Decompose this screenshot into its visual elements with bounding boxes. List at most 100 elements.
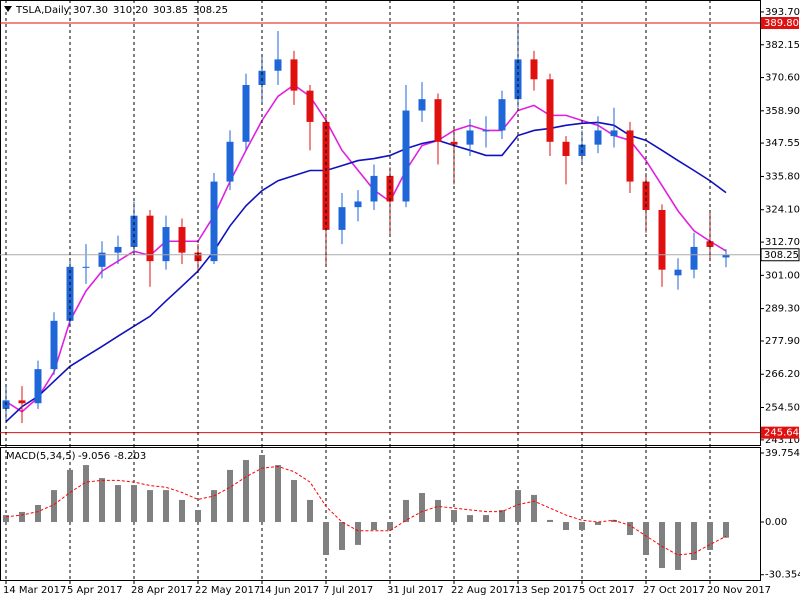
macd-bar — [19, 511, 25, 523]
macd-signal-last: -8.203 — [114, 451, 146, 462]
macd-bar — [243, 460, 249, 523]
candle-body — [210, 181, 218, 262]
candle-body — [50, 320, 58, 370]
current-price-label: 308.25 — [764, 250, 799, 261]
macd-bar — [547, 519, 553, 523]
x-tick-label: 5 Apr 2017 — [67, 585, 122, 596]
y-tick-label: 39.754 — [765, 448, 800, 459]
macd-bar — [419, 493, 425, 523]
macd-bar — [595, 522, 601, 525]
macd-bar — [659, 522, 665, 569]
y-tick-label: 0.00 — [765, 517, 787, 528]
macd-bar — [579, 522, 585, 530]
candle-body — [194, 252, 202, 262]
candle-body — [546, 79, 554, 142]
macd-bar — [323, 522, 329, 555]
candle-body — [498, 99, 506, 131]
candle-body — [418, 99, 426, 111]
x-tick-label: 22 May 2017 — [195, 585, 260, 596]
candle-body — [130, 215, 138, 247]
macd-bar — [291, 479, 297, 523]
macd-bar — [611, 519, 617, 523]
candle-body — [290, 59, 298, 91]
candle-body — [562, 141, 570, 157]
x-tick-label: 14 Jun 2017 — [259, 585, 319, 596]
macd-bar — [451, 510, 457, 523]
macd-bar — [563, 522, 569, 530]
y-tick-label: 358.90 — [765, 106, 800, 117]
candle-body — [258, 70, 266, 85]
x-tick-label: 28 Apr 2017 — [131, 585, 193, 596]
macd-bar — [627, 522, 633, 536]
candle-body — [594, 130, 602, 145]
macd-title: MACD(5,34,5) — [6, 451, 76, 462]
y-tick-label: 324.10 — [765, 205, 800, 216]
candle-body — [338, 207, 346, 230]
x-tick-label: 5 Oct 2017 — [579, 585, 634, 596]
candle-body — [450, 141, 458, 145]
y-tick-label: 312.70 — [765, 237, 800, 248]
chart-title: TSLA,Daily — [15, 5, 70, 16]
y-tick-label: 301.00 — [765, 270, 800, 281]
candle-body — [306, 90, 314, 122]
level-label-box — [761, 426, 799, 439]
macd-bar — [435, 499, 441, 523]
macd-bar — [179, 499, 185, 523]
macd-bar — [147, 490, 153, 523]
macd-bar — [515, 490, 521, 523]
macd-bar — [51, 490, 57, 523]
candle-body — [274, 59, 282, 71]
macd-bar — [467, 515, 473, 523]
candle-body — [530, 59, 538, 80]
candle-body — [370, 175, 378, 202]
macd-hist-last: -9.056 — [78, 451, 110, 462]
macd-bar — [259, 454, 265, 523]
candle-body — [722, 254, 730, 258]
candle-body — [610, 130, 618, 137]
macd-bar — [355, 522, 361, 545]
x-tick-label: 7 Jul 2017 — [323, 585, 373, 596]
level-label-box — [761, 17, 799, 30]
macd-bar — [387, 522, 393, 530]
macd-bar — [83, 465, 89, 523]
header-open: 307.30 — [73, 5, 108, 16]
y-tick-label: 266.20 — [765, 369, 800, 380]
candle-body — [466, 130, 474, 145]
candle-body — [114, 246, 122, 253]
macd-bar — [499, 510, 505, 523]
y-tick-label: 289.30 — [765, 304, 800, 315]
y-tick-label: 335.80 — [765, 171, 800, 182]
macd-bar — [195, 510, 201, 523]
macd-bar — [339, 522, 345, 550]
candle-body — [18, 400, 26, 404]
candle-body — [34, 369, 42, 404]
candle-body — [354, 201, 362, 208]
level-label: 245.64 — [764, 428, 799, 439]
header-low: 303.85 — [153, 5, 188, 16]
candle-body — [706, 241, 714, 247]
candle-body — [658, 209, 666, 270]
macd-bar — [307, 499, 313, 523]
y-tick-label: 393.70 — [765, 7, 800, 18]
candle-body — [66, 266, 74, 321]
macd-bar — [643, 522, 649, 555]
macd-bar — [691, 522, 697, 561]
candle-body — [82, 266, 90, 268]
x-tick-label: 27 Oct 2017 — [643, 585, 705, 596]
macd-bar — [163, 490, 169, 523]
macd-bar — [483, 515, 489, 523]
candle-body — [226, 141, 234, 182]
y-tick-label: 243.10 — [765, 435, 800, 446]
candle-body — [690, 246, 698, 270]
macd-bar — [227, 469, 233, 523]
candle-body — [642, 181, 650, 210]
candle-body — [402, 110, 410, 202]
macd-bar — [99, 478, 105, 523]
macd-bar — [211, 490, 217, 523]
macd-bar — [403, 499, 409, 523]
macd-panel-frame — [0, 447, 761, 581]
macd-bar — [275, 465, 281, 523]
macd-bar — [35, 504, 41, 523]
moving-average — [5, 83, 727, 413]
